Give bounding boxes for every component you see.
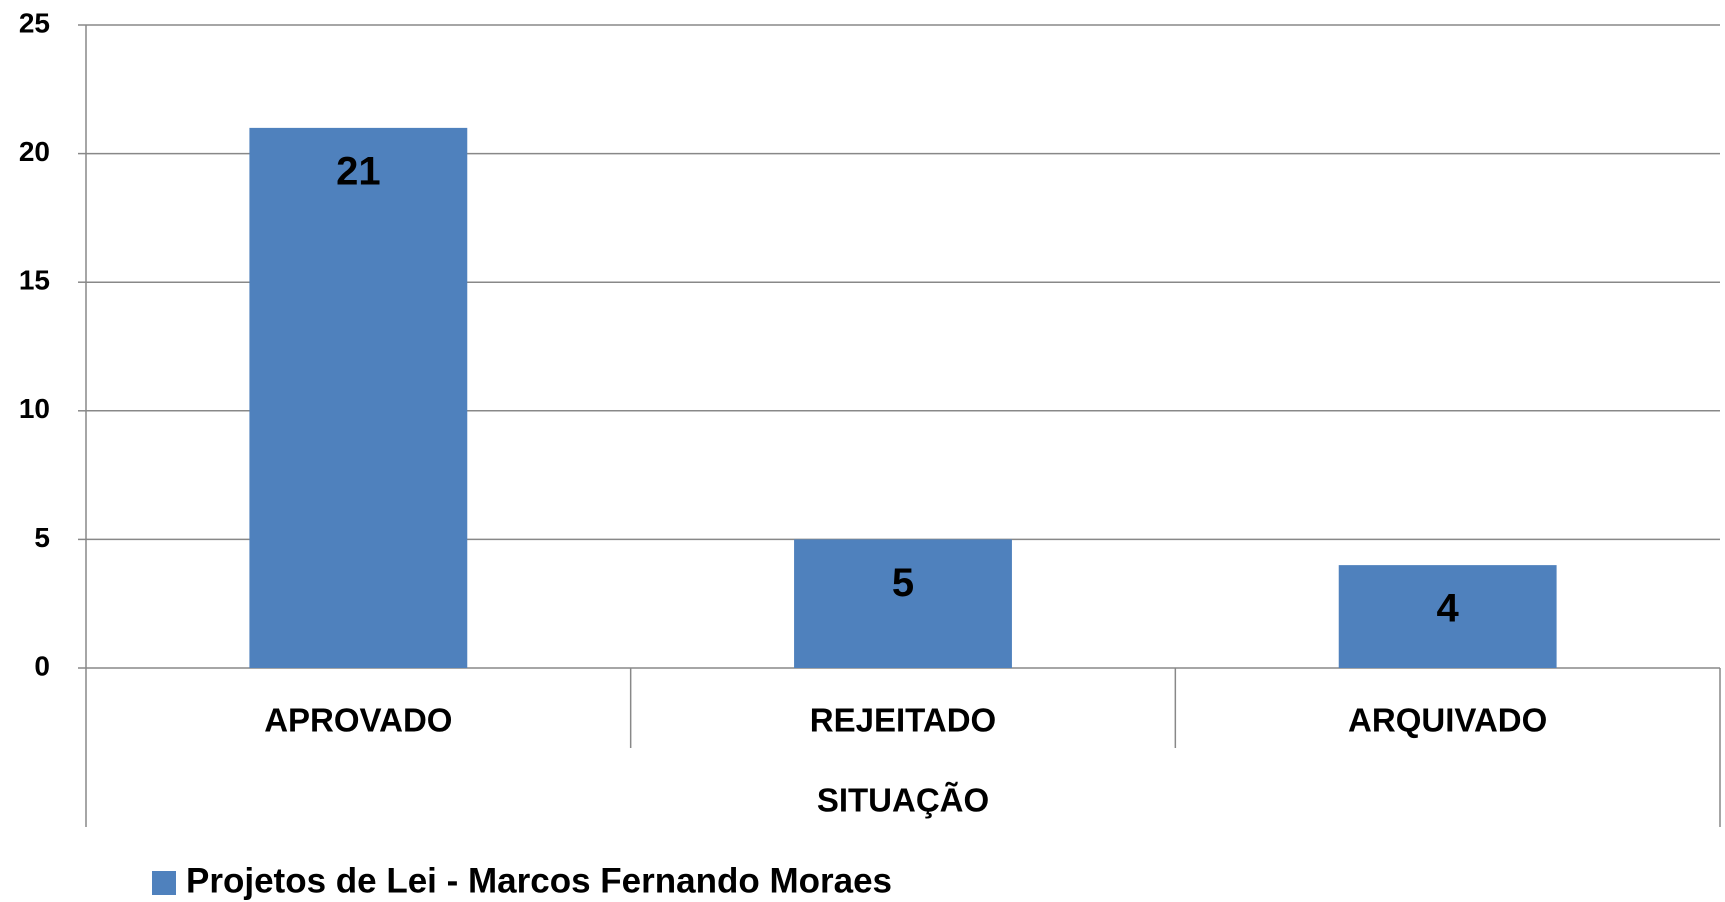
bar (249, 127, 468, 668)
x-axis-title: SITUAÇÃO (817, 782, 989, 819)
y-tick-label: 5 (34, 522, 50, 553)
y-tick-label: 25 (19, 7, 50, 38)
y-tick-label: 10 (19, 393, 50, 424)
bar (1338, 565, 1557, 668)
x-tick-label: ARQUIVADO (1348, 702, 1547, 739)
data-label: 21 (336, 149, 381, 193)
data-label: 4 (1437, 587, 1460, 631)
y-tick-label: 0 (34, 650, 50, 681)
bar (794, 539, 1012, 668)
y-tick-label: 15 (19, 265, 50, 296)
x-tick-label: REJEITADO (810, 702, 996, 739)
data-label: 5 (892, 561, 914, 605)
legend-swatch (152, 871, 176, 895)
legend-label: Projetos de Lei - Marcos Fernando Moraes (186, 861, 892, 900)
x-tick-label: APROVADO (264, 702, 452, 739)
y-tick-label: 20 (19, 136, 50, 167)
